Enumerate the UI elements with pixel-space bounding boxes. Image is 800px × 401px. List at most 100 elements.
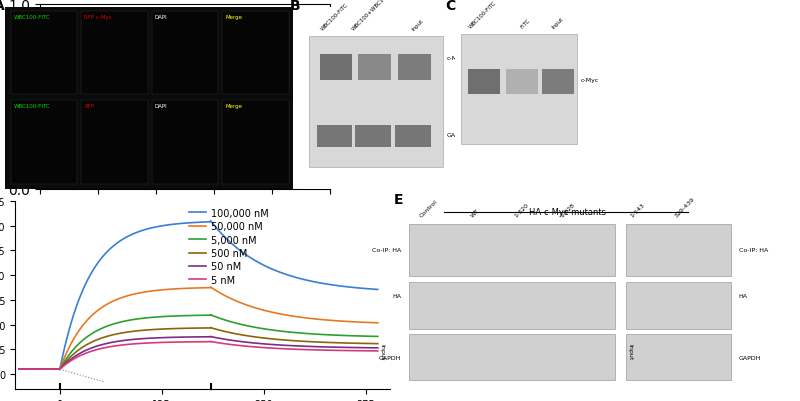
Text: WT: WT bbox=[470, 208, 480, 219]
Bar bbox=[82, 101, 147, 184]
Text: E: E bbox=[394, 192, 403, 206]
Text: WBC100-FITC: WBC100-FITC bbox=[14, 15, 50, 20]
Line: 100,000 nM: 100,000 nM bbox=[210, 221, 378, 290]
5 nM bbox=[338, 348, 347, 353]
Text: Input: Input bbox=[627, 343, 633, 360]
Text: DAPI: DAPI bbox=[154, 104, 167, 109]
5 nM bbox=[206, 339, 215, 344]
Text: C: C bbox=[445, 0, 455, 13]
Text: HA: HA bbox=[392, 293, 401, 298]
Text: c-Myc: c-Myc bbox=[447, 56, 466, 61]
5 nM bbox=[298, 347, 308, 352]
Text: HA: HA bbox=[738, 293, 748, 298]
Bar bbox=[398, 55, 430, 81]
5 nM bbox=[367, 348, 377, 353]
Text: GAPDH: GAPDH bbox=[738, 354, 761, 360]
Text: WBC100-FITC: WBC100-FITC bbox=[469, 0, 498, 30]
Text: 1-328: 1-328 bbox=[560, 202, 576, 219]
50,000 nM bbox=[338, 319, 347, 324]
Text: WBC100-FITC: WBC100-FITC bbox=[14, 104, 50, 109]
Line: 5 nM: 5 nM bbox=[210, 342, 378, 351]
Text: Input: Input bbox=[410, 18, 424, 32]
Bar bbox=[310, 37, 442, 168]
5,000 nM bbox=[321, 332, 330, 337]
50 nM bbox=[367, 346, 377, 350]
Line: 50,000 nM: 50,000 nM bbox=[210, 288, 378, 323]
5,000 nM bbox=[206, 313, 215, 318]
Bar bbox=[10, 101, 77, 184]
100,000 nM bbox=[338, 284, 347, 289]
Text: FITC: FITC bbox=[520, 18, 531, 30]
5 nM bbox=[250, 345, 260, 350]
Bar bbox=[468, 70, 500, 95]
50 nM bbox=[338, 345, 347, 350]
Bar bbox=[152, 101, 218, 184]
Text: Merge: Merge bbox=[226, 15, 242, 20]
100,000 nM bbox=[367, 287, 377, 292]
Text: Merge: Merge bbox=[226, 104, 242, 109]
500 nM bbox=[321, 340, 330, 345]
Text: Input: Input bbox=[550, 16, 564, 30]
500 nM bbox=[298, 339, 308, 344]
500 nM bbox=[367, 341, 377, 346]
100,000 nM bbox=[241, 253, 250, 257]
50,000 nM bbox=[367, 320, 377, 325]
Text: 1-320: 1-320 bbox=[514, 202, 530, 219]
Bar bbox=[222, 101, 289, 184]
Bar bbox=[462, 35, 577, 144]
Text: Co-IP: HA: Co-IP: HA bbox=[372, 248, 401, 253]
Text: WBC100-FITC: WBC100-FITC bbox=[320, 2, 350, 32]
50,000 nM bbox=[250, 306, 260, 310]
Text: B: B bbox=[290, 0, 301, 13]
50 nM bbox=[250, 341, 260, 346]
Text: Co-IP: HA: Co-IP: HA bbox=[738, 248, 768, 253]
Bar bbox=[395, 126, 430, 148]
Bar bbox=[542, 70, 574, 95]
500 nM bbox=[250, 335, 260, 340]
100,000 nM bbox=[298, 277, 308, 282]
100,000 nM bbox=[250, 259, 260, 263]
Legend: 100,000 nM, 50,000 nM, 5,000 nM, 500 nM, 50 nM, 5 nM: 100,000 nM, 50,000 nM, 5,000 nM, 500 nM,… bbox=[185, 205, 273, 289]
Text: WBC100+WBC100-FITC: WBC100+WBC100-FITC bbox=[351, 0, 401, 32]
Text: Input: Input bbox=[379, 343, 384, 360]
Text: GAPDH: GAPDH bbox=[378, 354, 401, 360]
50 nM bbox=[206, 334, 215, 339]
Bar bbox=[358, 55, 391, 81]
100,000 nM bbox=[373, 287, 382, 292]
5 nM bbox=[321, 348, 330, 353]
50,000 nM bbox=[241, 302, 250, 307]
Bar bbox=[320, 55, 352, 81]
5 nM bbox=[241, 344, 250, 349]
Text: A: A bbox=[0, 0, 4, 13]
5,000 nM bbox=[298, 331, 308, 336]
Text: 329-439: 329-439 bbox=[674, 196, 695, 219]
Bar bbox=[82, 12, 147, 95]
50,000 nM bbox=[206, 285, 215, 290]
50 nM bbox=[241, 340, 250, 345]
Line: 500 nM: 500 nM bbox=[210, 328, 378, 344]
Bar bbox=[222, 12, 289, 95]
Bar bbox=[355, 126, 390, 148]
Text: Control: Control bbox=[418, 199, 438, 219]
500 nM bbox=[373, 341, 382, 346]
Bar bbox=[10, 12, 77, 95]
Text: 1-143: 1-143 bbox=[630, 202, 646, 219]
50,000 nM bbox=[373, 321, 382, 326]
500 nM bbox=[241, 333, 250, 338]
Text: DAPI: DAPI bbox=[154, 15, 167, 20]
Text: RFP c-Myc: RFP c-Myc bbox=[84, 15, 112, 20]
50 nM bbox=[298, 344, 308, 349]
Text: GAPDH: GAPDH bbox=[447, 133, 470, 138]
50,000 nM bbox=[298, 315, 308, 320]
Bar bbox=[506, 70, 538, 95]
Bar bbox=[317, 126, 352, 148]
100,000 nM bbox=[206, 219, 215, 224]
Text: HA-c-Myc mutants: HA-c-Myc mutants bbox=[530, 207, 606, 216]
5,000 nM bbox=[250, 325, 260, 330]
Text: RFP: RFP bbox=[84, 104, 94, 109]
Bar bbox=[152, 12, 218, 95]
5 nM bbox=[373, 348, 382, 353]
50,000 nM bbox=[321, 318, 330, 322]
Line: 50 nM: 50 nM bbox=[210, 337, 378, 348]
50 nM bbox=[321, 344, 330, 349]
